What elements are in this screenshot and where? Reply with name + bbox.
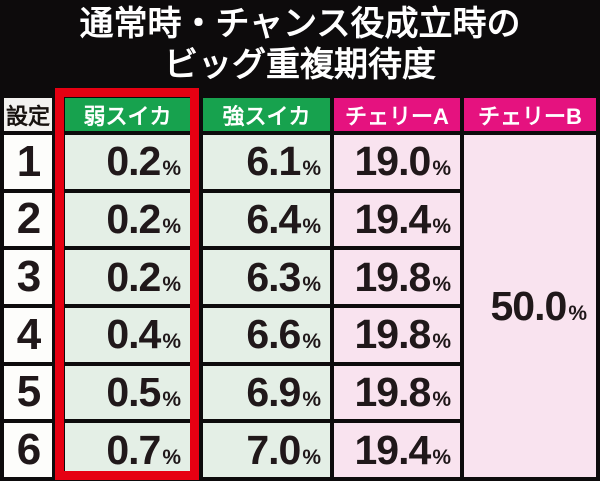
- percent-sign: %: [432, 157, 451, 181]
- page-title: 通常時・チャンス役成立時の ビッグ重複期待度: [0, 4, 600, 86]
- setting-cell-4: 4: [4, 308, 52, 362]
- setting-cell-3: 3: [4, 250, 52, 304]
- setting-cell-2: 2: [4, 192, 52, 247]
- column-header-weak-suika: 弱スイカ: [65, 98, 190, 131]
- column-header-weak-suika-label: 弱スイカ: [83, 103, 172, 129]
- cherry-a-cell-6: 19.4%: [334, 423, 460, 477]
- cherry-a-cell-3: 19.8%: [334, 250, 460, 304]
- weak-suika-cell-4: 0.4%: [65, 308, 190, 362]
- percent-sign: %: [162, 272, 181, 296]
- strong-suika-cell-2: 6.4%: [203, 192, 330, 247]
- weak-suika-cell-5: 0.5%: [65, 365, 190, 420]
- percent-sign: %: [432, 387, 451, 411]
- percent-sign: %: [302, 157, 321, 181]
- percent-sign: %: [162, 214, 181, 238]
- percent-sign: %: [432, 272, 451, 296]
- cherry-a-cell-4: 19.8%: [334, 308, 460, 362]
- percent-sign: %: [432, 214, 451, 238]
- weak-suika-cell-2: 0.2%: [65, 192, 190, 247]
- percent-sign: %: [162, 157, 181, 181]
- column-header-cherry-b-label: チェリーB: [478, 103, 582, 129]
- expectation-table: 設定 弱スイカ 強スイカ チェリーA チェリーB 50.0% 1 0.2% 6.…: [4, 98, 596, 477]
- cherry-b-value: 50.0%: [490, 282, 588, 329]
- percent-sign: %: [432, 445, 451, 469]
- weak-suika-cell-6: 0.7%: [65, 423, 190, 477]
- strong-suika-cell-4: 6.6%: [203, 308, 330, 362]
- percent-sign: %: [302, 330, 321, 354]
- cherry-b-merged-cell: 50.0%: [464, 135, 596, 477]
- strong-suika-cell-1: 6.1%: [203, 135, 330, 189]
- weak-suika-cell-3: 0.2%: [65, 250, 190, 304]
- percent-sign: %: [302, 272, 321, 296]
- setting-cell-1: 1: [4, 135, 52, 189]
- strong-suika-cell-5: 6.9%: [203, 365, 330, 420]
- strong-suika-cell-6: 7.0%: [203, 423, 330, 477]
- percent-sign: %: [302, 214, 321, 238]
- percent-sign: %: [162, 387, 181, 411]
- cherry-a-cell-5: 19.8%: [334, 365, 460, 420]
- setting-cell-5: 5: [4, 365, 52, 420]
- strong-suika-cell-3: 6.3%: [203, 250, 330, 304]
- page-title-line1: 通常時・チャンス役成立時の: [79, 5, 521, 43]
- setting-cell-6: 6: [4, 423, 52, 477]
- column-header-setting: 設定: [4, 98, 52, 131]
- column-header-setting-label: 設定: [5, 103, 50, 129]
- cherry-a-cell-2: 19.4%: [334, 192, 460, 247]
- percent-sign: %: [302, 387, 321, 411]
- percent-sign: %: [162, 445, 181, 469]
- column-header-cherry-a: チェリーA: [334, 98, 460, 131]
- percent-sign: %: [432, 330, 451, 354]
- cherry-a-cell-1: 19.0%: [334, 135, 460, 189]
- column-header-cherry-b: チェリーB: [464, 98, 596, 131]
- percent-sign: %: [162, 330, 181, 354]
- page-title-line2: ビッグ重複期待度: [164, 46, 436, 84]
- weak-suika-cell-1: 0.2%: [65, 135, 190, 189]
- percent-sign: %: [302, 445, 321, 469]
- percent-sign: %: [568, 301, 587, 325]
- column-header-strong-suika-label: 強スイカ: [222, 103, 311, 129]
- column-header-cherry-a-label: チェリーA: [345, 103, 449, 129]
- column-header-strong-suika: 強スイカ: [203, 98, 330, 131]
